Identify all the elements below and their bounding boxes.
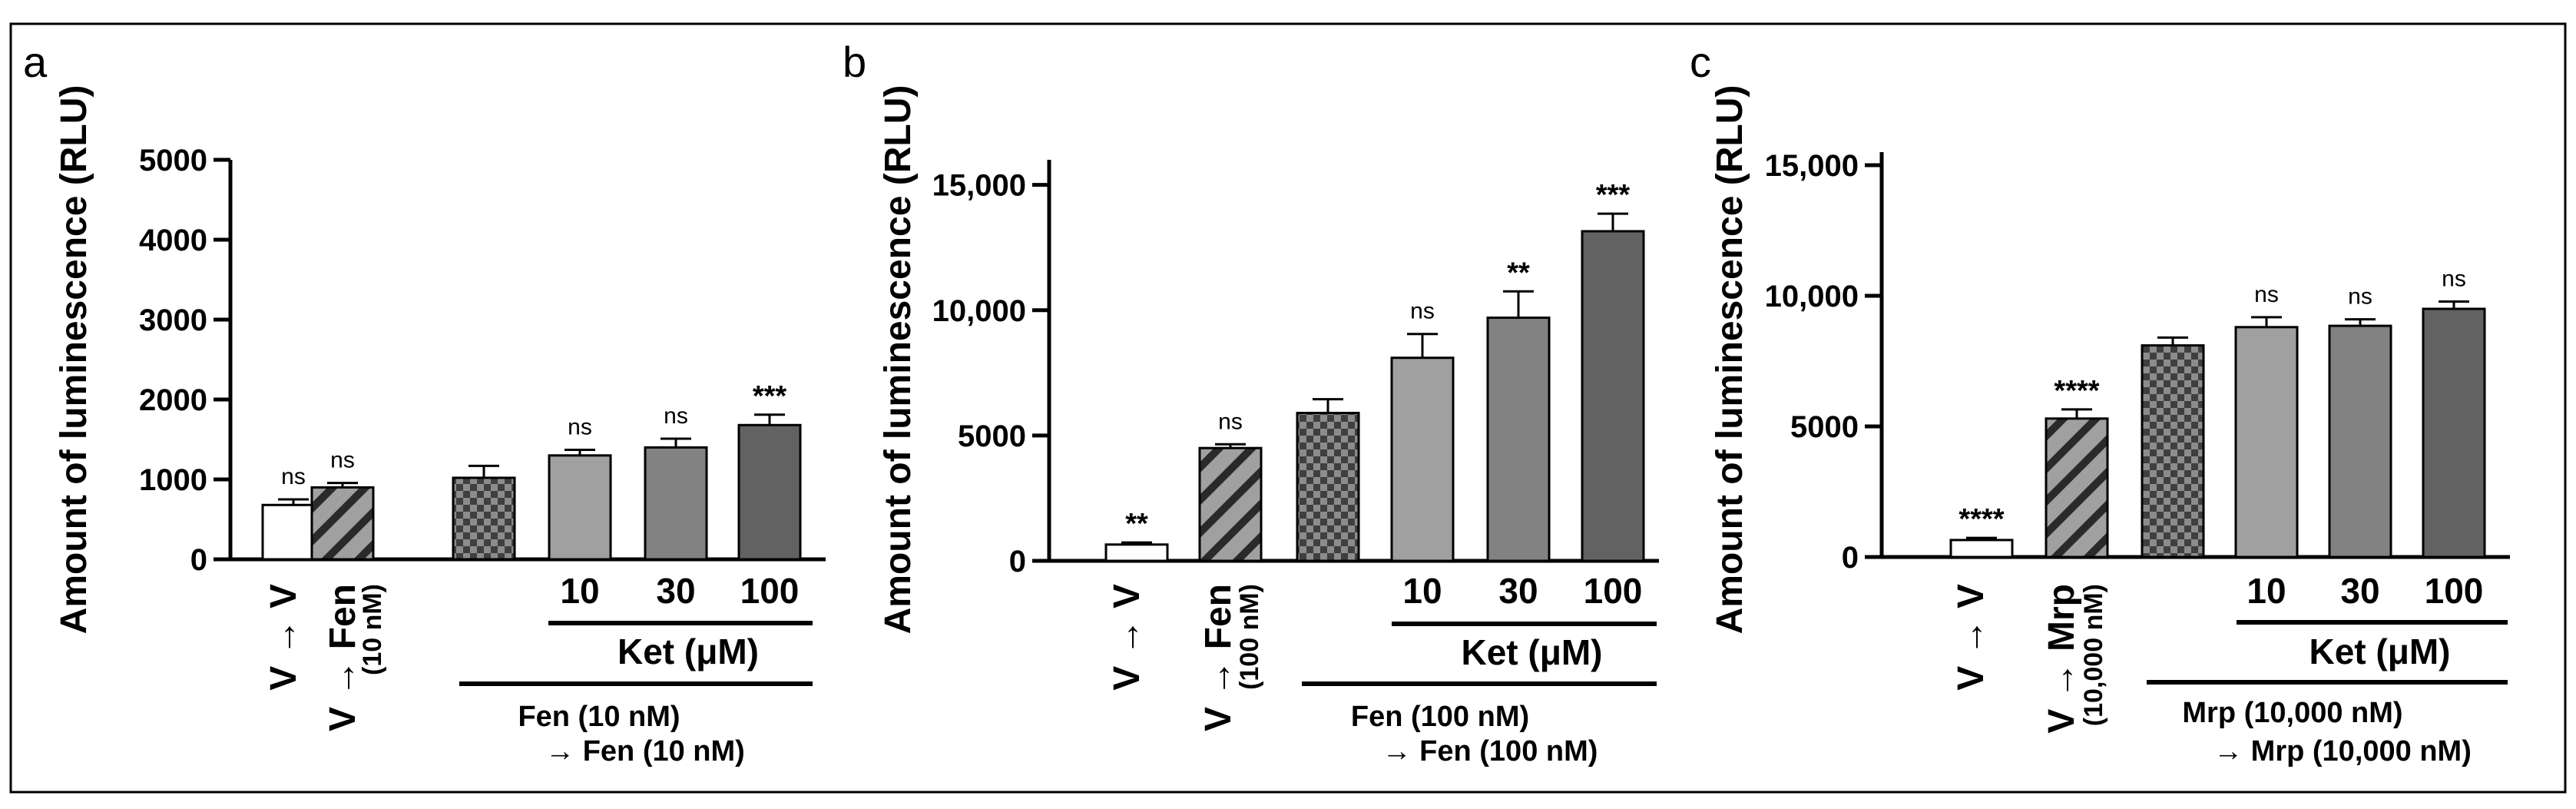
chart-panel-b: Amount of luminescence (RLU) 0 5000 10,000 1… [878, 85, 1659, 768]
pretreatment-label-line1: Fen (100 nM) [1351, 701, 1529, 733]
x-label-ket-dose: 10 [2247, 571, 2286, 611]
x-label-ket-dose: 100 [2425, 571, 2484, 611]
y-tick-label: 4000 [139, 224, 207, 257]
significance-label: ns [2348, 284, 2372, 310]
y-tick-label: 15,000 [1765, 149, 1859, 183]
y-tick-label: 15,000 [932, 169, 1026, 203]
chart-panel-c: Amount of luminescence (RLU) 0 5000 10,000 1… [1710, 85, 2510, 768]
y-tick-label: 5000 [1790, 410, 1859, 444]
bar [1390, 356, 1455, 562]
y-tick-label: 3000 [139, 303, 207, 337]
bar [1104, 543, 1169, 562]
x-label-ket-dose: 100 [740, 571, 800, 611]
panel-letter-b: b [843, 38, 866, 86]
x-label-vehicle-vehicle: V → V [1951, 584, 1992, 691]
significance-label: ** [1507, 257, 1530, 289]
significance-label: ** [1125, 508, 1148, 540]
bar [2045, 417, 2109, 559]
ket-group-label: Ket (μM) [2309, 632, 2451, 671]
bar [1581, 230, 1645, 562]
significance-label: *** [753, 380, 787, 413]
x-label-vehicle-drug: V → Fen [1198, 584, 1239, 731]
bar [452, 476, 516, 561]
bar [1198, 446, 1263, 562]
y-tick-label: 2000 [139, 383, 207, 417]
x-label-ket-dose: 100 [1584, 571, 1643, 611]
y-tick-label: 1000 [139, 463, 207, 497]
panel-letter-c: c [1690, 38, 1711, 86]
pretreatment-label-line1: Fen (10 nM) [518, 701, 680, 733]
ket-group-label: Ket (μM) [1462, 632, 1603, 672]
y-tick-label: 5000 [958, 419, 1026, 453]
bar [737, 423, 802, 561]
y-axis-title: Amount of luminescence (RLU) [54, 85, 94, 635]
significance-label: ns [664, 403, 688, 429]
y-tick-label: 0 [190, 543, 207, 577]
ket-group-label: Ket (μM) [618, 632, 759, 671]
significance-label: **** [1958, 503, 2004, 535]
significance-label: **** [2054, 375, 2099, 407]
x-label-vehicle-vehicle: V → V [1107, 584, 1147, 691]
x-label-vehicle-drug-dose: (10 nM) [358, 584, 387, 675]
significance-label: ns [2254, 282, 2279, 307]
bar [2141, 344, 2205, 559]
y-tick-label: 10,000 [932, 294, 1026, 328]
bar [1486, 317, 1551, 562]
x-label-vehicle-drug-dose: (100 nM) [1235, 584, 1264, 690]
bar [310, 486, 375, 561]
bar [2328, 324, 2392, 559]
significance-label: ns [330, 448, 355, 473]
y-tick-label: 10,000 [1765, 280, 1859, 313]
x-label-vehicle-drug-dose: (10,000 nM) [2079, 584, 2108, 726]
significance-label: ns [281, 464, 306, 489]
bar [548, 454, 612, 561]
x-label-ket-dose: 10 [1402, 571, 1442, 611]
bar [644, 446, 708, 561]
y-tick-label: 5000 [139, 144, 207, 177]
pretreatment-label-line2: → Fen (100 nM) [1382, 735, 1598, 768]
x-label-vehicle-vehicle: V → V [263, 584, 304, 691]
figure-frame [9, 22, 2567, 794]
bar [1296, 412, 1360, 562]
x-label-ket-dose: 10 [560, 571, 599, 611]
significance-label: ns [1410, 299, 1435, 324]
bar [2422, 307, 2486, 559]
panel-letter-a: a [23, 38, 48, 86]
x-label-vehicle-drug: V → Fen [323, 584, 363, 731]
x-label-ket-dose: 30 [656, 571, 695, 611]
y-tick-label: 0 [1009, 545, 1026, 579]
chart-panel-a: Amount of luminescence (RLU) 0 1000 2000 300… [54, 85, 826, 768]
x-label-vehicle-drug: V → Mrp [2041, 584, 2082, 734]
bar [1949, 539, 2014, 559]
pretreatment-label-line2: → Fen (10 nM) [545, 735, 745, 768]
pretreatment-label-line1: Mrp (10,000 nM) [2182, 697, 2402, 729]
significance-label: *** [1596, 179, 1631, 211]
y-axis-title: Amount of luminescence (RLU) [878, 85, 919, 635]
x-label-ket-dose: 30 [1498, 571, 1538, 611]
significance-label: ns [1218, 409, 1243, 434]
y-tick-label: 0 [1842, 541, 1859, 575]
pretreatment-label-line2: → Mrp (10,000 nM) [2213, 735, 2472, 768]
bar [2234, 326, 2299, 559]
x-label-ket-dose: 30 [2340, 571, 2379, 611]
y-axis-title: Amount of luminescence (RLU) [1710, 85, 1750, 635]
significance-label: ns [2442, 266, 2466, 291]
significance-label: ns [568, 415, 592, 440]
